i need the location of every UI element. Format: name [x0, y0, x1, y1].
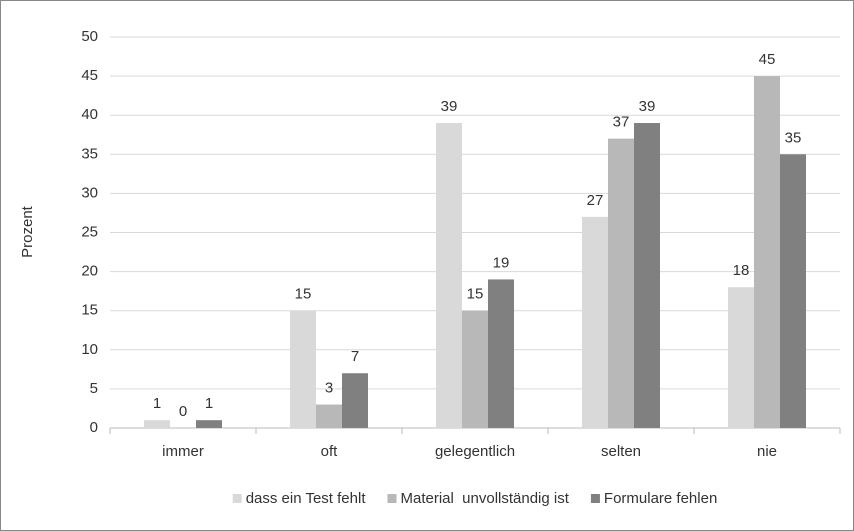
- legend-swatch: [232, 494, 242, 503]
- x-tick-label: immer: [162, 443, 204, 460]
- y-tick-label: 5: [90, 380, 98, 397]
- bar: [316, 404, 342, 428]
- bar: [582, 216, 608, 428]
- data-label: 1: [153, 395, 161, 412]
- bar: [754, 76, 780, 428]
- legend-swatch: [590, 494, 600, 503]
- y-tick-label: 0: [90, 419, 98, 436]
- data-label: 39: [441, 98, 458, 115]
- x-tick-label: gelegentlich: [435, 443, 515, 460]
- bar: [462, 310, 488, 428]
- bar: [342, 373, 368, 428]
- bar: [634, 123, 660, 429]
- data-label: 15: [295, 286, 312, 303]
- y-tick-label: 50: [81, 28, 98, 45]
- bar: [608, 138, 634, 428]
- legend-label: Formulare fehlen: [604, 490, 717, 507]
- bar: [196, 420, 222, 428]
- data-label: 37: [613, 114, 630, 131]
- bar: [728, 287, 754, 428]
- legend-label: dass ein Test fehlt: [246, 490, 367, 507]
- y-tick-label: 25: [81, 223, 98, 240]
- bar: [780, 154, 806, 429]
- data-label: 39: [639, 98, 656, 115]
- data-label: 45: [759, 51, 776, 68]
- y-tick-label: 15: [81, 302, 98, 319]
- x-tick-label: selten: [601, 443, 641, 460]
- data-label: 35: [785, 129, 802, 146]
- y-axis-label: Prozent: [19, 205, 36, 258]
- data-label: 1: [205, 395, 213, 412]
- bar: [436, 123, 462, 429]
- bar: [488, 279, 514, 428]
- bar: [290, 310, 316, 428]
- legend-label: Material unvollständig ist: [400, 490, 569, 507]
- legend-swatch: [387, 494, 397, 503]
- data-label: 0: [179, 403, 187, 420]
- y-tick-label: 45: [81, 67, 98, 84]
- y-tick-label: 35: [81, 145, 98, 162]
- data-label: 3: [325, 380, 333, 397]
- y-tick-label: 40: [81, 106, 98, 123]
- y-tick-label: 30: [81, 184, 98, 201]
- data-label: 27: [587, 192, 604, 209]
- y-tick-label: 10: [81, 341, 98, 358]
- data-label: 15: [467, 286, 484, 303]
- x-tick-label: nie: [757, 443, 777, 460]
- data-label: 18: [733, 262, 750, 279]
- x-tick-label: oft: [321, 443, 339, 460]
- data-label: 7: [351, 348, 359, 365]
- data-label: 19: [493, 254, 510, 271]
- y-tick-label: 20: [81, 263, 98, 280]
- bar: [144, 420, 170, 428]
